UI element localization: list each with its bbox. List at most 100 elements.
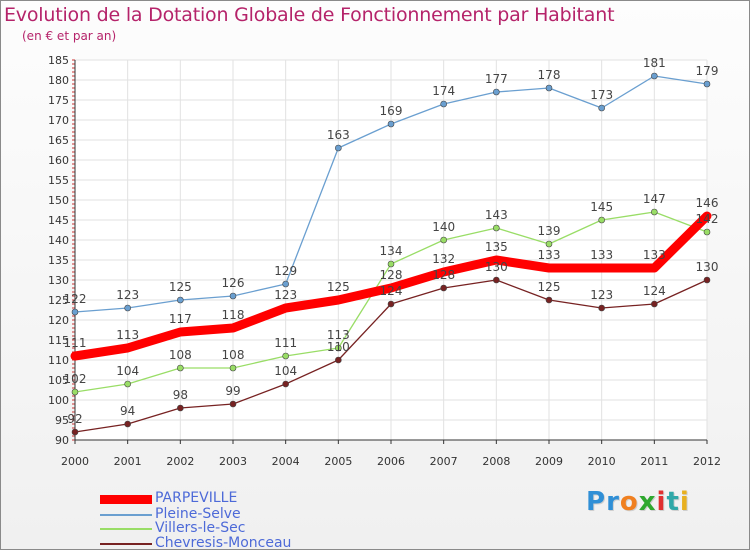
data-label: 123 (116, 288, 139, 302)
legend-label: Villers-le-Sec (155, 520, 246, 536)
data-label: 126 (222, 276, 245, 290)
data-label: 104 (116, 364, 139, 378)
data-label: 94 (120, 404, 135, 418)
data-label: 92 (67, 412, 82, 426)
data-point (651, 208, 658, 216)
data-point (493, 88, 500, 96)
legend-swatch (100, 543, 152, 545)
y-tick-label: 100 (48, 394, 69, 407)
data-point (71, 388, 79, 396)
logo-letter: t (666, 487, 680, 517)
data-point (703, 228, 711, 236)
logo-letter: P (586, 487, 607, 517)
logo-letter: x (638, 487, 657, 517)
y-tick-label: 140 (48, 234, 69, 247)
data-label: 129 (274, 264, 297, 278)
data-point (703, 80, 711, 88)
data-label: 145 (590, 200, 613, 214)
logo-letter: o (619, 487, 639, 517)
data-label: 142 (696, 212, 719, 226)
data-label: 99 (225, 384, 240, 398)
y-tick-label: 160 (48, 154, 69, 167)
data-label: 173 (590, 88, 613, 102)
data-label: 122 (64, 292, 87, 306)
data-point (229, 364, 237, 372)
x-tick-label: 2006 (377, 455, 405, 468)
legend-label: Pleine-Selve (155, 506, 241, 522)
data-point (440, 100, 447, 108)
data-point (493, 224, 500, 232)
y-tick-label: 125 (48, 294, 69, 307)
y-tick-label: 135 (48, 254, 69, 267)
data-label: 111 (64, 336, 87, 350)
data-label: 113 (327, 328, 350, 342)
y-tick-label: 95 (55, 414, 69, 427)
data-label: 108 (169, 348, 192, 362)
data-label: 111 (274, 336, 297, 350)
chart-title: Evolution de la Dotation Globale de Fonc… (4, 4, 615, 26)
data-point (440, 284, 447, 292)
data-point (387, 300, 395, 308)
data-point (545, 84, 553, 92)
data-point (124, 380, 131, 388)
data-point (229, 292, 237, 300)
data-label: 102 (64, 372, 87, 386)
data-label: 124 (380, 284, 403, 298)
data-label: 146 (696, 196, 719, 210)
data-label: 139 (538, 224, 561, 238)
data-label: 143 (485, 208, 508, 222)
logo-letter: i (679, 487, 690, 517)
chart-subtitle: (en € et par an) (22, 29, 117, 43)
legend-label: PARPEVILLE (155, 490, 238, 506)
data-label: 133 (590, 248, 613, 262)
data-label: 123 (274, 288, 297, 302)
data-label: 134 (380, 244, 403, 258)
data-label: 174 (432, 84, 455, 98)
x-tick-label: 2009 (535, 455, 563, 468)
data-point (335, 356, 342, 364)
x-tick-label: 2007 (430, 455, 458, 468)
data-point (177, 404, 184, 412)
y-tick-label: 120 (48, 314, 69, 327)
data-point (282, 352, 289, 360)
data-point (335, 344, 342, 352)
data-point (598, 304, 605, 312)
data-point (71, 428, 79, 436)
data-point (598, 216, 605, 224)
data-point (71, 308, 79, 316)
data-label: 104 (274, 364, 297, 378)
data-label: 110 (327, 340, 350, 354)
y-tick-label: 170 (48, 114, 69, 127)
data-label: 123 (590, 288, 613, 302)
logo-letter: r (606, 487, 620, 517)
x-tick-label: 2001 (114, 455, 142, 468)
x-tick-label: 2002 (166, 455, 194, 468)
data-label: 140 (432, 220, 455, 234)
data-point (282, 380, 289, 388)
data-point (545, 240, 553, 248)
data-point (703, 276, 711, 284)
data-point (124, 420, 131, 428)
proxiti-logo: Proxiti (586, 487, 690, 517)
x-tick-label: 2011 (640, 455, 668, 468)
data-point (651, 72, 658, 80)
legend-label: Chevresis-Monceau (155, 535, 292, 551)
data-label: 179 (696, 64, 719, 78)
data-label: 130 (485, 260, 508, 274)
y-tick-label: 180 (48, 74, 69, 87)
data-label: 125 (327, 280, 350, 294)
data-label: 132 (432, 252, 455, 266)
data-point (387, 120, 395, 128)
data-label: 163 (327, 128, 350, 142)
legend-swatch (100, 528, 152, 530)
y-tick-label: 90 (55, 434, 69, 447)
y-tick-label: 105 (48, 374, 69, 387)
series-line-parpeville (70, 211, 712, 361)
data-point (177, 296, 184, 304)
data-label: 125 (169, 280, 192, 294)
y-tick-label: 155 (48, 174, 69, 187)
y-tick-label: 185 (48, 54, 69, 67)
y-tick-label: 115 (48, 334, 69, 347)
data-label: 98 (173, 388, 188, 402)
